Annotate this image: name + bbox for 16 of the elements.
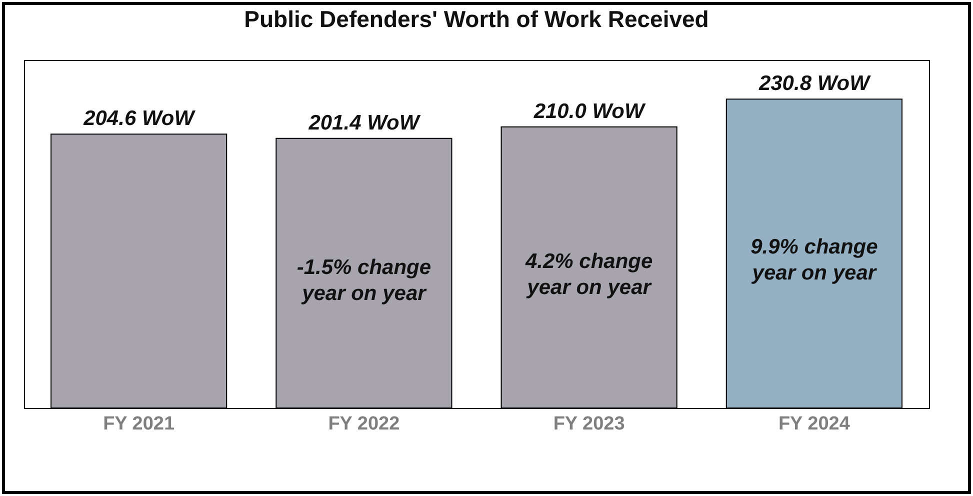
bar bbox=[276, 138, 452, 408]
bar bbox=[50, 134, 228, 408]
x-tick-label: FY 2022 bbox=[328, 414, 400, 434]
annotation: 9.9% change year on year bbox=[750, 235, 878, 284]
data-label: 210.0 WoW bbox=[532, 100, 646, 123]
data-label: 204.6 WoW bbox=[82, 107, 196, 130]
x-tick-label: FY 2024 bbox=[778, 414, 850, 434]
data-label: 201.4 WoW bbox=[308, 111, 422, 134]
bar bbox=[726, 98, 902, 408]
annotation: 4.2% change year on year bbox=[524, 250, 653, 299]
x-tick-label: FY 2023 bbox=[553, 414, 625, 434]
x-tick-label: FY 2021 bbox=[103, 414, 175, 434]
data-label: 230.8 WoW bbox=[758, 72, 872, 96]
bar bbox=[500, 126, 678, 408]
chart-title: Public Defenders' Worth of Work Received bbox=[244, 6, 709, 32]
annotation: -1.5% change year on year bbox=[296, 256, 432, 305]
